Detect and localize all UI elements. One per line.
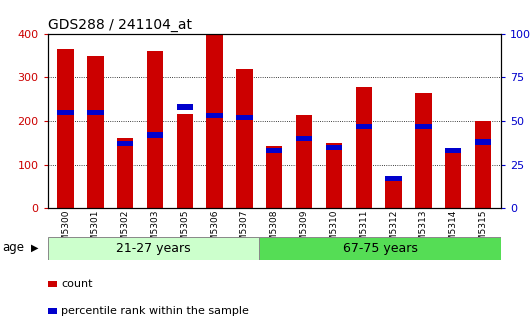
Bar <box>415 124 431 129</box>
Bar <box>176 104 193 110</box>
Text: percentile rank within the sample: percentile rank within the sample <box>61 306 249 316</box>
Text: 67-75 years: 67-75 years <box>342 242 418 255</box>
Text: GDS288 / 241104_at: GDS288 / 241104_at <box>48 18 192 33</box>
Bar <box>296 136 312 141</box>
Bar <box>266 148 282 153</box>
Bar <box>147 51 163 208</box>
Bar <box>475 139 491 144</box>
Bar <box>326 144 342 150</box>
Bar <box>117 137 134 208</box>
Bar <box>259 237 501 260</box>
Bar <box>385 176 402 208</box>
Bar <box>415 92 431 208</box>
Bar <box>87 56 103 208</box>
Text: age: age <box>3 242 25 254</box>
Bar <box>475 121 491 208</box>
Bar <box>326 143 342 208</box>
Bar <box>296 115 312 208</box>
Bar <box>445 149 461 208</box>
Bar <box>57 49 74 208</box>
Bar <box>236 115 253 120</box>
Bar <box>57 110 74 115</box>
Bar <box>147 132 163 137</box>
Bar <box>356 124 372 129</box>
Bar <box>176 114 193 208</box>
Bar <box>87 110 103 115</box>
Text: 21-27 years: 21-27 years <box>116 242 191 255</box>
Bar <box>207 34 223 208</box>
Bar <box>266 146 282 208</box>
Bar <box>445 148 461 153</box>
Text: count: count <box>61 279 93 289</box>
Bar <box>236 70 253 208</box>
Bar <box>207 113 223 118</box>
Bar <box>117 141 134 146</box>
Bar <box>356 87 372 208</box>
Bar <box>48 237 259 260</box>
Text: ▶: ▶ <box>31 243 38 253</box>
Bar <box>385 176 402 181</box>
